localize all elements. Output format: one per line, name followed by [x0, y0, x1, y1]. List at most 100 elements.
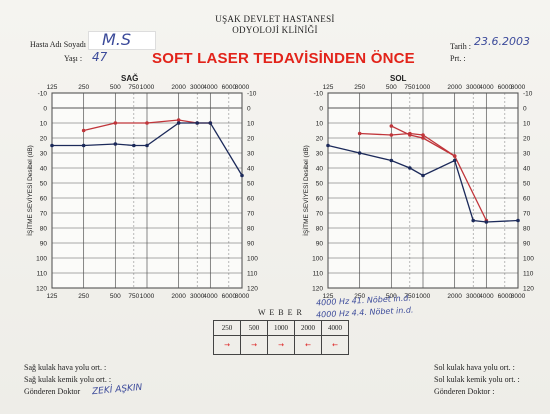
freq-top-label: 8000	[511, 84, 526, 91]
y-tick-label: 100	[312, 256, 323, 263]
y-tick-label: 120	[36, 286, 47, 293]
y-tick-label-right: -10	[523, 91, 533, 98]
y-tick-label-right: -10	[247, 91, 257, 98]
freq-top-label: 4000	[203, 84, 218, 91]
freq-bottom-label: 250	[354, 293, 365, 300]
y-tick-label: 90	[40, 241, 48, 248]
freq-top-label: 1000	[416, 84, 431, 91]
left-ear-label: SOL	[390, 74, 407, 83]
left-bone-avg: Sol kulak kemik yolu ort. :	[434, 375, 520, 384]
freq-top-label: 125	[323, 84, 334, 91]
freq-bottom-label: 2000	[447, 293, 462, 300]
age-value: 47	[92, 50, 108, 64]
freq-bottom-label: 125	[47, 293, 58, 300]
freq-top-label: 750	[128, 84, 139, 91]
weber-mark: ←	[294, 335, 322, 355]
y-tick-label-right: 20	[247, 136, 255, 143]
freq-bottom-label: 500	[386, 293, 397, 300]
y-tick-label: 0	[43, 106, 47, 113]
weber-mark: ←	[321, 335, 349, 355]
freq-bottom-label: 500	[110, 293, 121, 300]
freq-top-label: 500	[110, 84, 121, 91]
data-point	[421, 173, 425, 178]
y-tick-label-right: 110	[247, 271, 258, 278]
freq-bottom-label: 125	[323, 293, 334, 300]
y-tick-label: 20	[316, 136, 324, 143]
y-axis-label: İŞİTME SEVİYESİ Desibel (dB)	[301, 145, 310, 236]
freq-top-label: 250	[354, 84, 365, 91]
prt-label: Prt. :	[450, 54, 466, 63]
y-tick-label-right: 30	[247, 151, 255, 158]
freq-bottom-label: 4000	[203, 293, 218, 300]
freq-top-label: 6000	[498, 84, 513, 91]
data-point	[516, 218, 520, 223]
data-point	[240, 173, 244, 178]
freq-bottom-label: 750	[128, 293, 139, 300]
freq-top-label: 3000	[190, 84, 205, 91]
data-point	[389, 124, 394, 128]
y-tick-label-right: 50	[247, 181, 255, 188]
y-tick-label: 110	[313, 271, 324, 278]
y-tick-label: 30	[40, 151, 48, 158]
data-point	[471, 218, 475, 223]
freq-top-label: 4000	[479, 84, 494, 91]
data-point	[421, 136, 425, 140]
page-title: SOFT LASER TEDAVİSİNDEN ÖNCE	[152, 50, 415, 67]
date-label: Tarih :	[450, 42, 471, 51]
y-tick-label-right: 120	[247, 286, 258, 293]
freq-bottom-label: 8000	[511, 293, 526, 300]
y-tick-label: 110	[37, 271, 48, 278]
data-point	[452, 154, 457, 158]
data-point	[50, 143, 54, 148]
y-tick-label-right: 80	[523, 226, 531, 233]
right-bone-avg: Sağ kulak kemik yolu ort. :	[24, 375, 112, 384]
y-tick-label: -10	[314, 91, 324, 98]
y-tick-label-right: 10	[523, 121, 531, 128]
y-tick-label: 90	[316, 241, 324, 248]
right-ear-label: SAĞ	[121, 74, 139, 83]
left-air-avg: Sol kulak hava yolu ort. :	[434, 363, 515, 372]
data-point	[81, 128, 86, 133]
y-tick-label: -10	[38, 91, 48, 98]
y-tick-label-right: 40	[523, 166, 531, 173]
y-tick-label: 120	[312, 286, 323, 293]
freq-bottom-label: 1000	[140, 293, 155, 300]
data-point	[113, 121, 118, 125]
y-tick-label-right: 10	[247, 121, 255, 128]
age-label: Yaşı :	[64, 54, 83, 63]
data-point	[195, 121, 199, 125]
data-point	[452, 158, 457, 163]
y-tick-label-right: 40	[247, 166, 255, 173]
y-tick-label-right: 70	[247, 211, 255, 218]
y-tick-label: 40	[316, 166, 324, 173]
data-point	[145, 121, 149, 125]
data-point	[408, 131, 412, 136]
data-point	[132, 143, 136, 148]
name-box	[88, 31, 156, 50]
freq-bottom-label: 2000	[171, 293, 186, 300]
y-tick-label: 60	[40, 196, 48, 203]
y-axis-label: İŞİTME SEVİYESİ Desibel (dB)	[25, 145, 34, 236]
freq-top-label: 250	[78, 84, 89, 91]
freq-bottom-label: 750	[404, 293, 415, 300]
weber-freq: 4000	[321, 320, 349, 336]
y-tick-label: 20	[40, 136, 48, 143]
freq-top-label: 500	[386, 84, 397, 91]
data-point	[357, 131, 362, 136]
weber-freq: 500	[240, 320, 268, 336]
y-tick-label-right: 0	[247, 106, 251, 113]
data-point	[408, 166, 412, 170]
freq-bottom-label: 4000	[479, 293, 494, 300]
y-tick-label: 50	[40, 181, 48, 188]
y-tick-label: 60	[316, 196, 324, 203]
y-tick-label: 40	[40, 166, 48, 173]
y-tick-label: 0	[319, 106, 323, 113]
freq-bottom-label: 6000	[498, 293, 513, 300]
y-tick-label-right: 100	[523, 256, 534, 263]
y-tick-label-right: 60	[523, 196, 531, 203]
data-point	[484, 220, 489, 224]
data-point	[81, 143, 86, 148]
freq-top-label: 750	[404, 84, 415, 91]
